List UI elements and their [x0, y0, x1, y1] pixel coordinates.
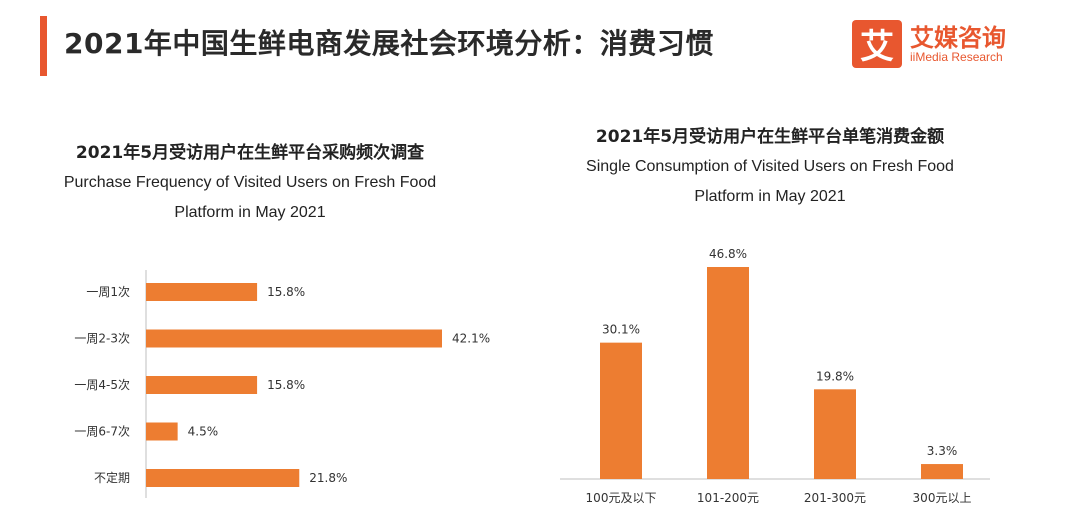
category-label: 101-200元: [697, 491, 759, 505]
data-label: 46.8%: [709, 247, 747, 261]
data-label: 42.1%: [452, 332, 490, 346]
page-title: 2021年中国生鲜电商发展社会环境分析：消费习惯: [64, 27, 714, 60]
category-label: 300元以上: [913, 491, 972, 505]
bar: [146, 283, 258, 301]
bar: [146, 329, 442, 348]
left-chart-heading: 2021年5月受访用户在生鲜平台采购频次调查 Purchase Frequenc…: [30, 138, 470, 228]
logo-name-cn: 艾媒咨询: [910, 24, 1006, 52]
data-label: 15.8%: [267, 285, 305, 299]
bar: [146, 422, 178, 441]
left-chart-subtitle: Purchase Frequency of Visited Users on F…: [63, 174, 437, 221]
bar: [707, 267, 749, 479]
data-label: 3.3%: [927, 444, 958, 458]
data-label: 4.5%: [188, 425, 219, 439]
data-label: 19.8%: [816, 369, 854, 383]
category-label: 一周2-3次: [74, 332, 130, 346]
right-chart-subtitle: Single Consumption of Visited Users on F…: [586, 158, 954, 205]
data-label: 15.8%: [267, 378, 305, 392]
category-label: 一周1次: [86, 285, 130, 299]
bar: [146, 469, 300, 487]
left-chart-title: 2021年5月受访用户在生鲜平台采购频次调查: [75, 143, 425, 163]
data-label: 21.8%: [309, 471, 347, 485]
category-label: 一周6-7次: [74, 425, 130, 439]
right-chart-title: 2021年5月受访用户在生鲜平台单笔消费金额: [595, 127, 945, 147]
bar: [814, 389, 856, 479]
brand-logo: 艾 艾媒咨询 iiMedia Research: [852, 18, 1032, 74]
bar: [921, 464, 963, 479]
purchase-frequency-chart: 一周1次 15.8% 一周2-3次 42.1% 一周4-5次 15.8% 一周6-7次 4.5…: [74, 270, 490, 498]
single-consumption-chart: 30.1% 100元及以下 46.8% 101-200元 19.8% 201-300元 3.…: [560, 247, 990, 505]
logo-mark-icon: 艾: [852, 20, 902, 68]
category-label: 100元及以下: [586, 491, 657, 505]
bar: [146, 376, 258, 394]
category-label: 一周4-5次: [74, 378, 130, 392]
category-label: 201-300元: [804, 491, 866, 505]
data-label: 30.1%: [602, 323, 640, 337]
logo-glyph: 艾: [860, 27, 894, 67]
bar: [600, 342, 642, 479]
category-label: 不定期: [94, 470, 130, 485]
header-accent-bar: [40, 16, 47, 76]
logo-name-en: iiMedia Research: [910, 50, 1003, 64]
right-chart-heading: 2021年5月受访用户在生鲜平台单笔消费金额 Single Consumptio…: [550, 122, 990, 212]
